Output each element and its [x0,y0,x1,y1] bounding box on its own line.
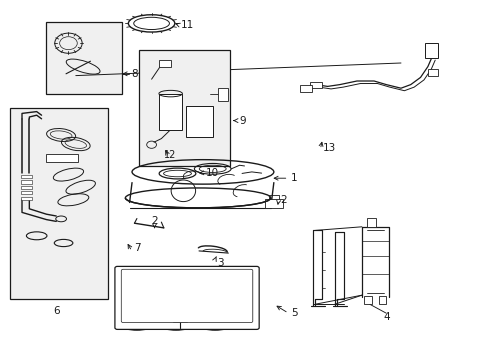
Text: 2: 2 [151,216,158,226]
Bar [21,191,32,194]
Text: 3: 3 [217,258,224,268]
Bar [309,82,321,88]
Bar [21,186,32,189]
Text: 10: 10 [205,168,218,178]
FancyBboxPatch shape [121,269,252,323]
Bar [299,85,311,92]
Bar [21,197,32,200]
Bar [46,154,78,162]
Bar [185,106,212,137]
Bar [21,175,32,178]
Bar [427,69,437,76]
Text: 6: 6 [53,306,60,316]
Bar [366,218,375,227]
Text: 5: 5 [290,308,297,318]
Text: 9: 9 [239,116,246,126]
Bar [46,22,122,94]
Text: 13: 13 [322,143,335,153]
Text: 2: 2 [280,195,286,205]
Text: 1: 1 [290,173,297,183]
Text: 7: 7 [134,243,141,253]
Bar [364,296,371,304]
Bar [159,60,171,67]
Bar [21,180,32,184]
Text: 12: 12 [163,150,176,160]
Bar [217,88,228,101]
Bar [159,94,182,130]
Bar [378,296,386,304]
Text: 11: 11 [181,20,194,30]
Bar [425,43,437,58]
Bar [10,108,107,299]
Text: 8: 8 [131,69,138,79]
Text: 4: 4 [382,312,389,322]
Bar [264,199,282,208]
FancyBboxPatch shape [115,266,259,329]
Bar [139,50,229,166]
